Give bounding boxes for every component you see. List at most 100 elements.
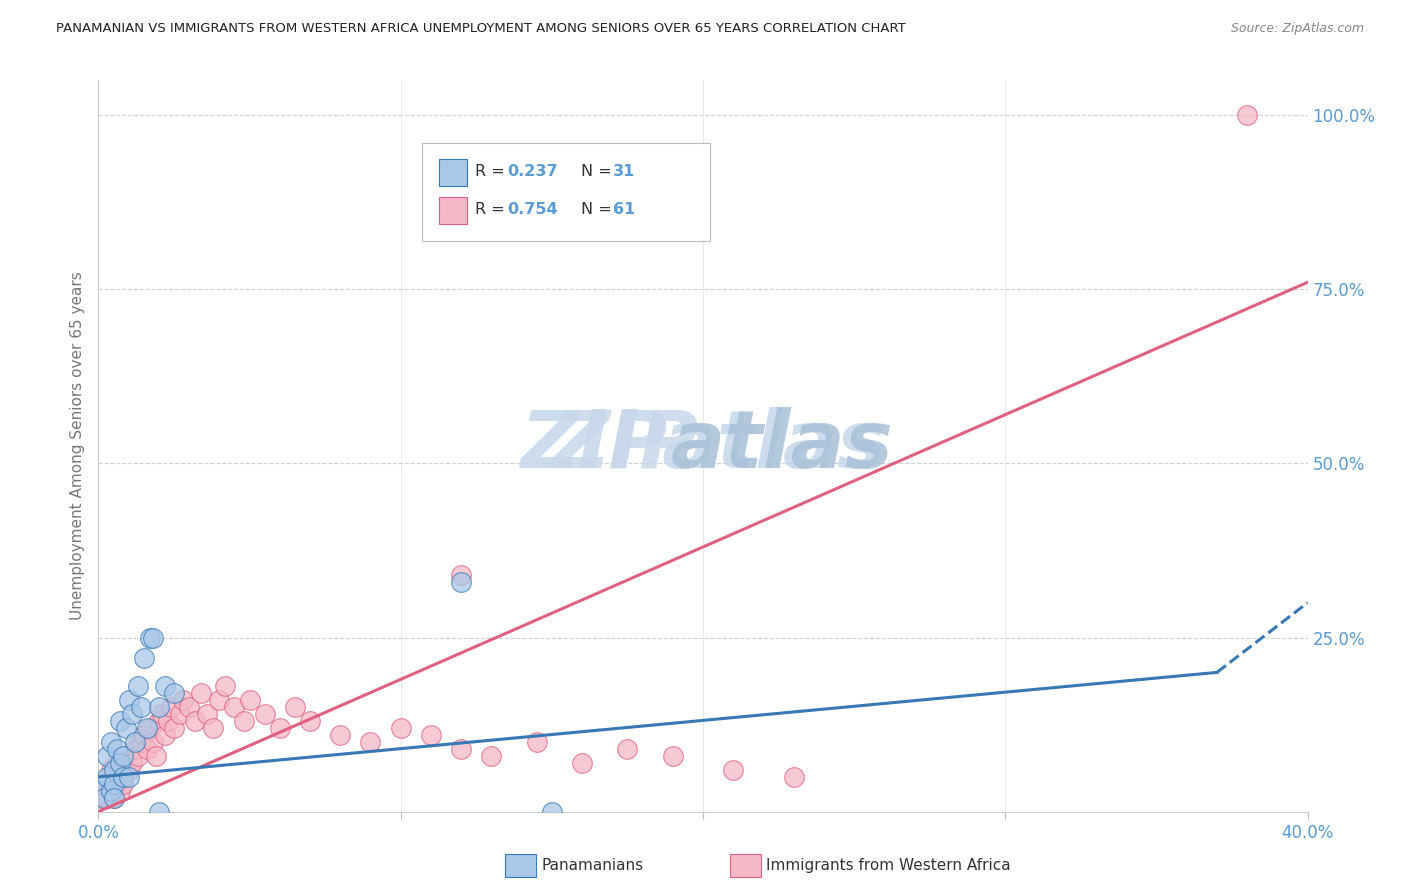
Text: R =: R = [475, 202, 510, 217]
Point [90, 777, 112, 791]
Text: 0.237: 0.237 [508, 164, 558, 178]
Point [190, 686, 212, 700]
Point [616, 742, 638, 756]
Point [118, 693, 141, 707]
Point [571, 756, 593, 770]
Point [163, 686, 186, 700]
Point [481, 749, 503, 764]
Point [179, 700, 201, 714]
Point [129, 700, 152, 714]
Point [114, 721, 136, 735]
Point [723, 763, 745, 777]
Point [450, 742, 472, 756]
Point [783, 770, 806, 784]
Point [540, 805, 562, 819]
Point [163, 721, 186, 735]
Text: N =: N = [581, 202, 617, 217]
Point [214, 679, 236, 693]
Point [172, 693, 194, 707]
Y-axis label: Unemployment Among Seniors over 65 years: Unemployment Among Seniors over 65 years [69, 272, 84, 620]
Point [153, 728, 176, 742]
Text: Immigrants from Western Africa: Immigrants from Western Africa [766, 858, 1011, 872]
Point [153, 679, 176, 693]
Point [160, 700, 183, 714]
Point [114, 749, 136, 764]
Text: 0.754: 0.754 [508, 202, 558, 217]
Point [96, 790, 118, 805]
Point [148, 714, 170, 728]
Point [111, 763, 134, 777]
Point [111, 770, 134, 784]
Text: ZIPatlas: ZIPatlas [520, 407, 886, 485]
Text: ZIP: ZIP [551, 407, 699, 485]
Point [121, 707, 143, 722]
Point [124, 735, 146, 749]
Point [103, 770, 125, 784]
Point [93, 784, 115, 798]
Text: atlas: atlas [671, 407, 893, 485]
Point [105, 777, 128, 791]
Point [299, 714, 322, 728]
Text: Panamanians: Panamanians [541, 858, 644, 872]
Point [232, 714, 254, 728]
Point [662, 749, 685, 764]
Point [103, 777, 125, 791]
Point [142, 631, 165, 645]
Point [90, 790, 112, 805]
Point [108, 770, 131, 784]
Point [253, 707, 276, 722]
Point [450, 567, 472, 582]
Point [269, 721, 291, 735]
Point [100, 784, 122, 798]
Point [202, 721, 225, 735]
Point [145, 749, 167, 764]
Point [124, 742, 146, 756]
Text: 31: 31 [613, 164, 636, 178]
Point [111, 777, 134, 791]
Text: Source: ZipAtlas.com: Source: ZipAtlas.com [1230, 22, 1364, 36]
Point [93, 790, 115, 805]
Point [100, 763, 122, 777]
Point [156, 714, 179, 728]
Point [132, 651, 155, 665]
Point [329, 728, 352, 742]
Text: N =: N = [581, 164, 617, 178]
Text: PANAMANIAN VS IMMIGRANTS FROM WESTERN AFRICA UNEMPLOYMENT AMONG SENIORS OVER 65 : PANAMANIAN VS IMMIGRANTS FROM WESTERN AF… [56, 22, 905, 36]
Point [139, 631, 162, 645]
Point [1236, 108, 1258, 122]
Point [208, 693, 231, 707]
Point [127, 679, 149, 693]
Point [135, 742, 157, 756]
Point [389, 721, 412, 735]
Point [103, 790, 125, 805]
Point [108, 714, 131, 728]
Point [148, 700, 170, 714]
Point [105, 756, 128, 770]
Point [239, 693, 262, 707]
Point [108, 784, 131, 798]
Point [450, 574, 472, 589]
Point [103, 763, 125, 777]
Point [105, 742, 128, 756]
Point [111, 749, 134, 764]
Point [148, 805, 170, 819]
Point [118, 770, 141, 784]
Text: R =: R = [475, 164, 510, 178]
Point [127, 749, 149, 764]
Point [139, 721, 162, 735]
Point [224, 700, 246, 714]
Text: 61: 61 [613, 202, 636, 217]
Point [108, 756, 131, 770]
Point [96, 777, 118, 791]
Point [96, 770, 118, 784]
Point [121, 756, 143, 770]
Point [284, 700, 307, 714]
Point [195, 707, 218, 722]
Point [100, 784, 122, 798]
Point [135, 721, 157, 735]
Point [118, 763, 141, 777]
Point [169, 707, 191, 722]
Point [103, 790, 125, 805]
Point [132, 728, 155, 742]
Point [150, 707, 173, 722]
